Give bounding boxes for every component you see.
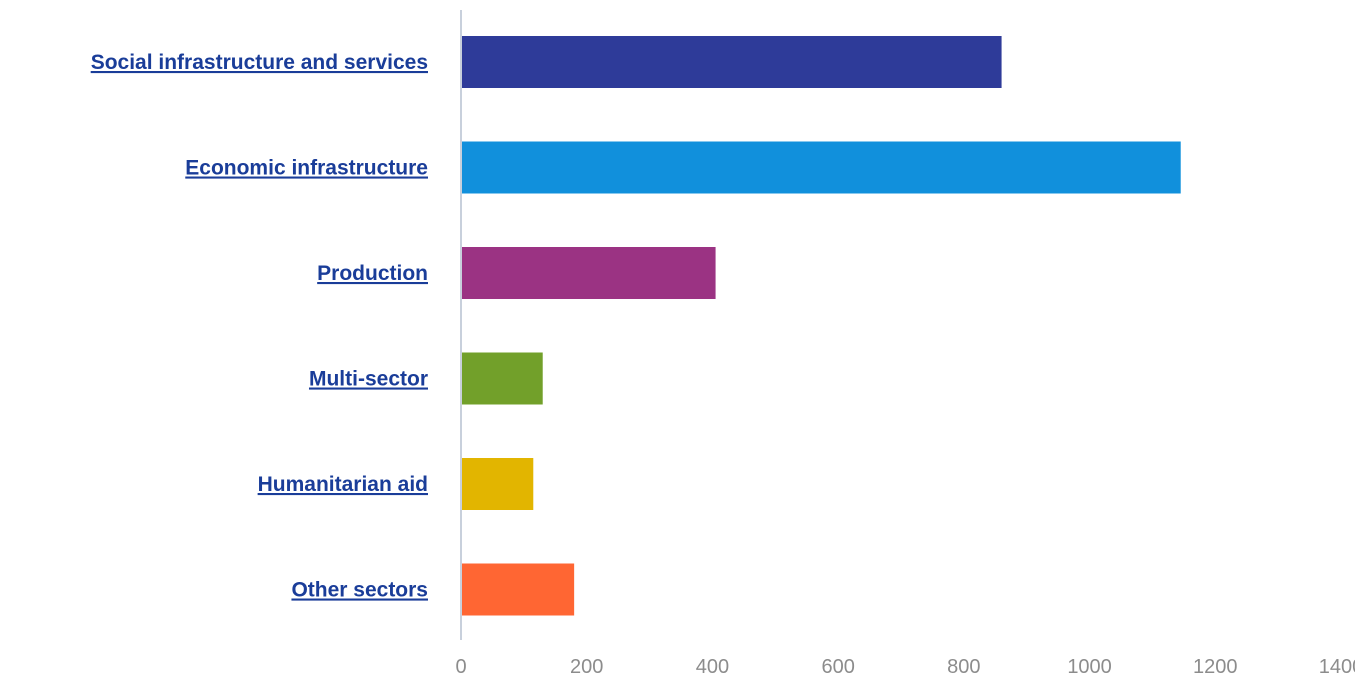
x-tick-label: 0 bbox=[455, 656, 466, 678]
x-tick-label: 400 bbox=[696, 656, 729, 678]
category-link-other-sectors[interactable]: Other sectors bbox=[291, 579, 428, 602]
bar-social-infrastructure-and-services bbox=[461, 36, 1002, 88]
bar-humanitarian-aid bbox=[461, 458, 534, 510]
x-tick-label: 800 bbox=[947, 656, 980, 678]
bar-production bbox=[461, 247, 716, 299]
x-tick-label: 1200 bbox=[1193, 656, 1238, 678]
x-tick-label: 600 bbox=[821, 656, 854, 678]
category-link-economic-infrastructure[interactable]: Economic infrastructure bbox=[185, 157, 428, 180]
category-link-multi-sector[interactable]: Multi-sector bbox=[309, 368, 428, 391]
bar-multi-sector bbox=[461, 352, 543, 405]
category-link-humanitarian-aid[interactable]: Humanitarian aid bbox=[258, 473, 428, 496]
bar-other-sectors bbox=[461, 563, 575, 616]
x-axis-ticks: 0 200 400 600 800 1000 1200 1400 bbox=[455, 656, 1355, 678]
x-tick-label: 1000 bbox=[1067, 656, 1112, 678]
category-link-production[interactable]: Production bbox=[317, 262, 428, 285]
x-tick-label: 200 bbox=[570, 656, 603, 678]
category-link-social-infrastructure-and-services[interactable]: Social infrastructure and services bbox=[91, 51, 428, 74]
category-labels: Social infrastructure and services Econom… bbox=[91, 51, 428, 602]
x-tick-label: 1400 bbox=[1319, 656, 1355, 678]
bars-layer bbox=[461, 36, 1181, 616]
bar-economic-infrastructure bbox=[461, 141, 1181, 194]
